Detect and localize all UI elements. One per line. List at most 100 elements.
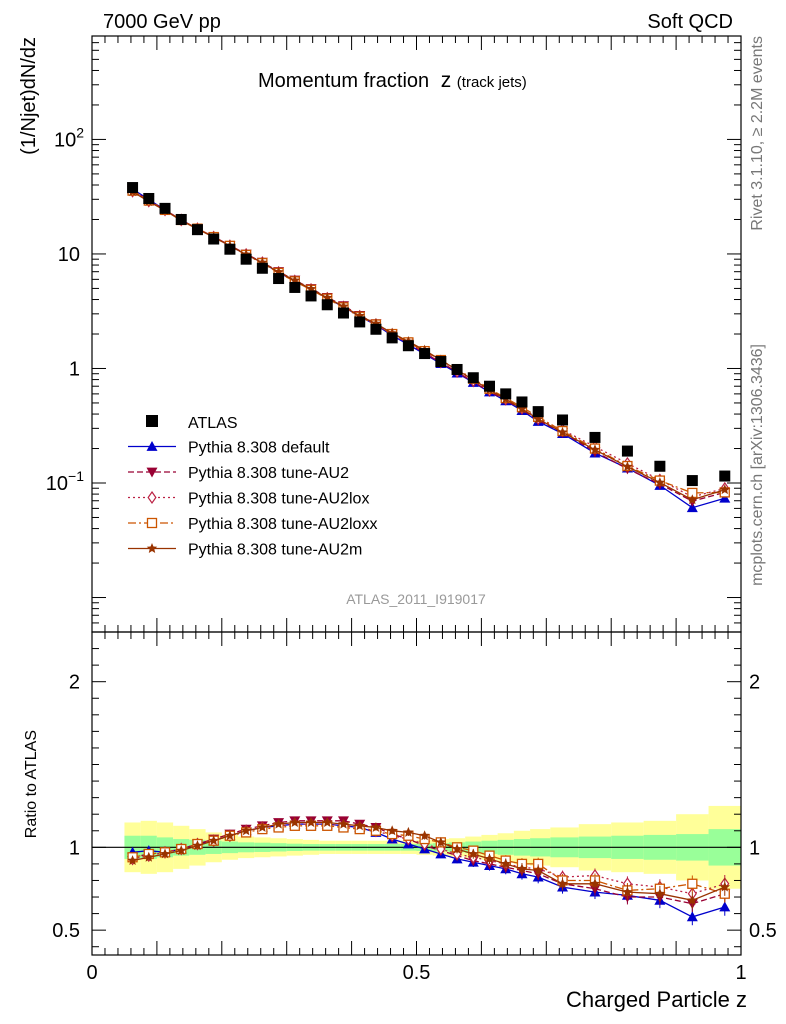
data-point [500, 388, 512, 400]
ratio-series-point [687, 894, 698, 905]
y-tick-label-exponent: 2 [76, 124, 84, 140]
ratio-series-point [370, 821, 382, 832]
data-point [289, 281, 301, 293]
ratio-series-point [143, 851, 155, 862]
ratio-series-point [654, 888, 666, 899]
ratio-frame [91, 631, 742, 956]
chart-title: Momentum fraction z (track jets) [258, 69, 527, 92]
ratio-series-point [403, 826, 414, 837]
main-series-point [622, 461, 633, 472]
y-tick-label: 10−1 [46, 468, 84, 495]
legend-label: Pythia 8.308 tune-AU2 [188, 465, 349, 482]
x-tick-label: 0 [86, 962, 97, 984]
legend-label: Pythia 8.308 tune-AU2m [188, 542, 362, 559]
data-point [305, 290, 317, 302]
data-point [589, 431, 601, 443]
data-point [557, 414, 569, 426]
ratio-y-tick-label-left: 1 [69, 837, 80, 859]
data-point [337, 307, 349, 319]
ratio-y-tick-label-right: 0.5 [749, 920, 777, 942]
data-point [256, 262, 268, 274]
ratio-series-point [240, 825, 252, 836]
legend-label: ATLAS [188, 415, 238, 432]
x-axis-label: Charged Particle z [566, 987, 747, 1012]
data-point [208, 233, 220, 245]
legend-marker [146, 441, 158, 451]
y-axis-label: (1/Njet)dN/dz [18, 37, 40, 155]
ratio-series-point [686, 911, 698, 922]
ratio-y-axis-label: Ratio to ATLAS [23, 730, 40, 838]
side-text-bottom: mcplots.cern.ch [arXiv:1306.3436] [749, 344, 766, 586]
chart-title-main: Momentum fraction [258, 70, 429, 92]
legend-marker [147, 490, 157, 505]
ratio-y-tick-label-right: 2 [749, 672, 760, 694]
data-point [240, 253, 252, 265]
data-point [224, 243, 236, 255]
side-text-top: Rivet 3.1.10, ≥ 2.2M events [749, 36, 766, 231]
chart-title-var: z [441, 69, 452, 92]
data-point [419, 348, 431, 360]
ratio-series-point [451, 843, 463, 854]
ratio-series-point [622, 886, 633, 897]
ratio-series-point [589, 878, 601, 889]
x-tick-label: 1 [735, 962, 746, 984]
legend-label: Pythia 8.308 tune-AU2loxx [188, 516, 377, 533]
data-point [402, 340, 414, 352]
ratio-series-point [419, 830, 430, 841]
ratio-series-point [354, 820, 365, 831]
main-series-group [127, 183, 731, 513]
legend: ATLAS Pythia 8.308 default Pythia 8.308 tu… [128, 415, 377, 559]
header-left: 7000 GeV pp [103, 11, 221, 33]
data-point [175, 213, 187, 225]
ratio-series-point [516, 863, 528, 874]
y-tick-label-exponent: −1 [68, 468, 84, 484]
ratio-y-tick-label-left: 2 [69, 672, 80, 694]
data-point [159, 202, 171, 214]
ratio-series-point [500, 858, 511, 869]
data-point [386, 332, 398, 344]
data-point [451, 363, 463, 375]
ratio-series-point [386, 825, 398, 836]
data-point [467, 372, 479, 384]
legend-marker [146, 543, 158, 553]
data-point [273, 273, 285, 285]
ratio-series-point [484, 853, 495, 864]
main-series-point [557, 426, 568, 437]
data-point [484, 380, 496, 392]
ratio-series-point [208, 835, 219, 846]
ratio-series-point [289, 816, 301, 827]
ratio-series-point [322, 816, 333, 827]
main-series-point [589, 444, 601, 455]
data-point [370, 323, 382, 335]
data-point [354, 316, 366, 328]
y-tick-label: 102 [54, 124, 84, 151]
analysis-label: ATLAS_2011_I919017 [346, 591, 486, 607]
legend-marker [146, 517, 158, 529]
ratio-series-point [305, 816, 317, 827]
data-point [621, 445, 633, 457]
ratio-series-point [687, 878, 698, 889]
data-point [127, 182, 139, 194]
ratio-series-point [127, 855, 138, 866]
data-point [719, 470, 731, 482]
main-series-point [516, 403, 528, 414]
data-point [191, 224, 203, 236]
ratio-series-point [224, 830, 236, 841]
y-tick-label-base: 10 [54, 129, 76, 151]
data-point [143, 192, 155, 204]
data-point [654, 460, 666, 472]
main-series-point [687, 494, 698, 505]
ratio-series-point [719, 881, 731, 892]
data-point [516, 396, 528, 408]
ratio-series-point [192, 840, 203, 851]
ratio-y-tick-label-left: 0.5 [52, 920, 80, 942]
x-tick-label: 0.5 [403, 962, 431, 984]
ratio-series-point [532, 865, 544, 875]
main-data-points [127, 182, 731, 487]
ratio-series-point [273, 818, 284, 829]
data-point [532, 406, 544, 418]
main-series-point [532, 413, 544, 424]
legend-marker [146, 467, 158, 478]
